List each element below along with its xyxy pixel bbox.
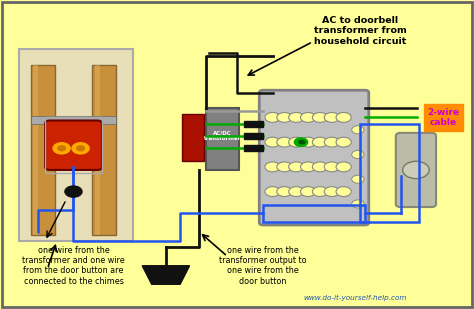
Text: www.do-it-yourself-help.com: www.do-it-yourself-help.com [304,295,407,301]
FancyBboxPatch shape [31,116,116,124]
FancyBboxPatch shape [33,65,38,235]
Circle shape [277,187,292,197]
Circle shape [352,150,364,159]
Circle shape [265,187,280,197]
Text: AC/DC
transformer: AC/DC transformer [204,131,241,141]
Circle shape [265,162,280,172]
Circle shape [352,175,364,183]
Circle shape [301,187,316,197]
Text: AC to doorbell
transformer from
household circuit: AC to doorbell transformer from househol… [314,16,407,46]
Polygon shape [244,133,263,139]
Circle shape [294,138,308,146]
Circle shape [312,187,328,197]
Circle shape [352,126,364,134]
Circle shape [301,112,316,122]
Circle shape [336,187,351,197]
Circle shape [265,112,280,122]
Circle shape [324,187,339,197]
FancyBboxPatch shape [206,108,239,170]
Circle shape [312,137,328,147]
Circle shape [265,137,280,147]
FancyBboxPatch shape [95,65,100,235]
Circle shape [277,162,292,172]
FancyBboxPatch shape [182,114,204,161]
Circle shape [289,137,304,147]
Polygon shape [244,121,263,127]
Circle shape [301,137,316,147]
Circle shape [65,186,82,197]
Circle shape [289,162,304,172]
Polygon shape [142,266,190,284]
Circle shape [324,137,339,147]
Text: 2-wire
cable: 2-wire cable [427,108,459,127]
Circle shape [312,112,328,122]
Circle shape [58,146,65,151]
Text: one wire from the
transformer output to
one wire from the
door button: one wire from the transformer output to … [219,246,307,286]
FancyBboxPatch shape [259,90,369,225]
Circle shape [402,161,429,179]
FancyBboxPatch shape [2,2,472,307]
Circle shape [289,112,304,122]
Circle shape [336,137,351,147]
Circle shape [336,112,351,122]
FancyBboxPatch shape [31,65,55,235]
Circle shape [324,112,339,122]
Circle shape [324,162,339,172]
FancyBboxPatch shape [92,65,116,235]
Circle shape [53,143,70,154]
Circle shape [77,146,84,151]
Circle shape [72,143,89,154]
Circle shape [312,162,328,172]
Polygon shape [244,145,263,151]
Circle shape [301,162,316,172]
FancyBboxPatch shape [45,121,102,170]
Circle shape [277,137,292,147]
Circle shape [277,112,292,122]
Circle shape [299,140,305,144]
Circle shape [289,187,304,197]
FancyBboxPatch shape [19,49,133,241]
Text: one wire from the
transformer and one wire
from the door button are
connected to: one wire from the transformer and one wi… [22,246,125,286]
Circle shape [352,200,364,208]
Circle shape [336,162,351,172]
FancyBboxPatch shape [396,133,436,207]
